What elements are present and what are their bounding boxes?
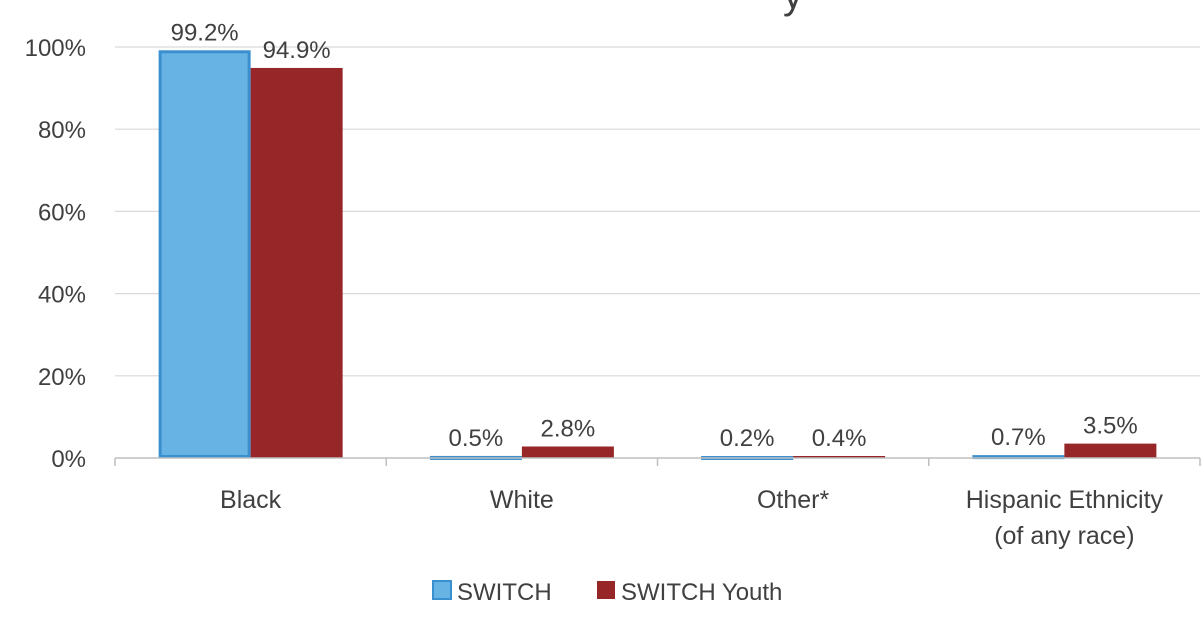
y-tick-label: 60%: [38, 199, 86, 226]
legend: SWITCH SWITCH Youth: [432, 579, 782, 606]
bars: [158, 50, 1157, 460]
y-tick-label: 0%: [51, 446, 86, 473]
data-label: 0.4%: [812, 425, 867, 452]
legend-swatch: [597, 581, 615, 599]
data-labels: 99.2% 94.9% 0.5% 2.8% 0.2% 0.4% 0.7% 3.5%: [171, 19, 1138, 452]
bar-switch-youth: [521, 446, 614, 458]
data-label: 0.7%: [991, 424, 1046, 451]
legend-swatch: [432, 580, 452, 600]
legend-label: SWITCH: [457, 579, 552, 606]
chart-title-fragment: y: [783, 0, 803, 17]
x-axis-labels: Black White Other* Hispanic Ethnicity (of an…: [220, 486, 1163, 550]
data-label: 99.2%: [171, 19, 239, 46]
x-axis: [114, 457, 1201, 466]
legend-label: SWITCH Youth: [621, 579, 782, 606]
y-tick-label: 100%: [25, 35, 86, 62]
data-label: 2.8%: [541, 415, 596, 442]
y-tick-label: 80%: [38, 117, 86, 144]
data-label: 0.5%: [449, 425, 504, 452]
y-axis-ticks: 0% 20% 40% 60% 80% 100%: [25, 35, 86, 473]
y-tick-label: 20%: [38, 364, 86, 391]
x-category-label: Other*: [757, 486, 830, 514]
bar-switch-youth: [1064, 443, 1157, 458]
x-category-label: White: [490, 486, 554, 514]
data-label: 94.9%: [263, 37, 331, 64]
data-label: 3.5%: [1083, 413, 1138, 440]
y-tick-label: 40%: [38, 282, 86, 309]
bar-switch-youth: [250, 67, 343, 458]
data-label: 0.2%: [720, 425, 775, 452]
bar-switch-youth: [793, 456, 886, 458]
x-category-label: Hispanic Ethnicity: [966, 486, 1164, 514]
bar-switch: [158, 50, 251, 459]
x-category-label: (of any race): [994, 522, 1134, 550]
x-category-label: Black: [220, 486, 282, 514]
